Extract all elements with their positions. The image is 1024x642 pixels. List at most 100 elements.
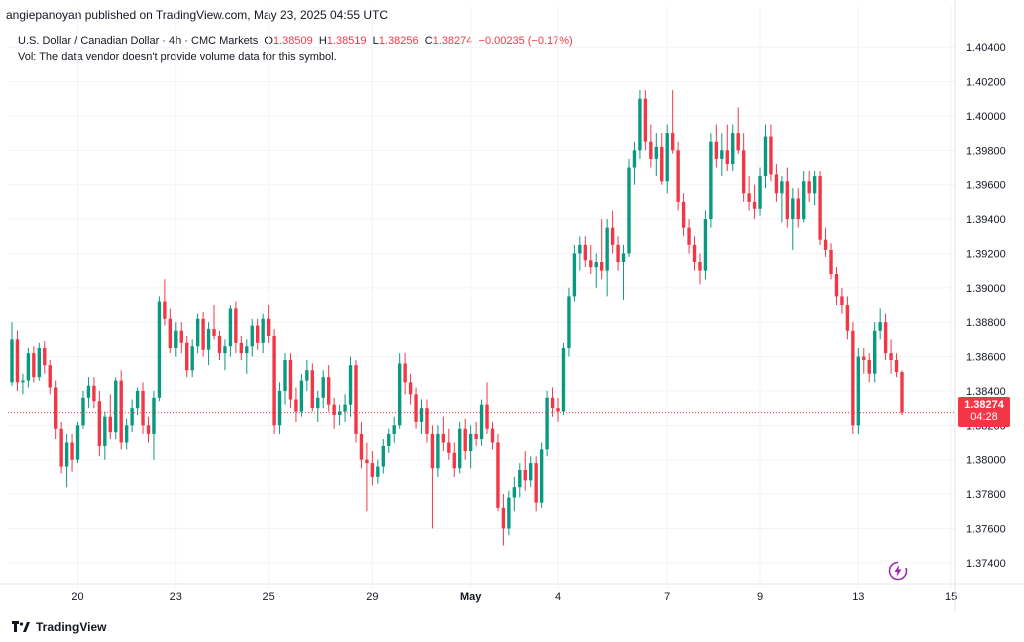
candle-body xyxy=(250,325,254,347)
candle-body xyxy=(108,416,112,433)
candle-body xyxy=(698,262,702,271)
published-line: angiepanoyan published on TradingView.co… xyxy=(6,8,389,22)
candle-body xyxy=(316,397,320,409)
candle-body xyxy=(474,433,478,440)
candle-body xyxy=(720,150,724,159)
candle-body xyxy=(234,308,238,343)
candle-body xyxy=(458,428,462,469)
candle-body xyxy=(736,133,740,151)
candle-body xyxy=(75,425,80,460)
candle-body xyxy=(485,404,489,429)
volume-note: Vol: The data vendor doesn't provide vol… xyxy=(18,51,337,63)
candle-body xyxy=(245,346,249,354)
candle-body xyxy=(326,377,331,405)
candle-body xyxy=(731,133,735,165)
candle-body xyxy=(463,428,467,452)
y-tick-label: 1.38800 xyxy=(966,317,1006,329)
candle-body xyxy=(638,98,642,151)
candle-body xyxy=(86,385,91,398)
candle-body xyxy=(572,253,577,297)
candle-body xyxy=(228,308,233,347)
candle-body xyxy=(152,397,156,434)
y-tick-label: 1.40000 xyxy=(966,111,1006,123)
candle-body xyxy=(867,360,871,374)
candle-body xyxy=(53,387,58,429)
candle-body xyxy=(163,301,167,319)
candle-body xyxy=(725,150,729,165)
y-tick-label: 1.38000 xyxy=(966,455,1006,467)
candle-body xyxy=(851,330,855,426)
y-tick-label: 1.39800 xyxy=(966,145,1006,157)
candle-body xyxy=(59,428,63,467)
close-key: C xyxy=(424,35,433,47)
candle-body xyxy=(654,146,658,159)
y-tick-label: 1.37800 xyxy=(966,489,1006,501)
candle-body xyxy=(299,380,304,412)
candle-body xyxy=(534,463,538,503)
y-tick-label: 1.39600 xyxy=(966,180,1006,192)
candle-body xyxy=(785,181,790,220)
candle-body xyxy=(512,487,517,498)
low-value: 1.38256 xyxy=(378,35,419,47)
candle-body xyxy=(468,433,473,452)
x-tick-label: 25 xyxy=(263,591,275,603)
candle-body xyxy=(376,466,380,477)
candle-body xyxy=(43,347,47,366)
candle-body xyxy=(687,227,691,245)
y-tick-label: 1.39200 xyxy=(966,248,1006,260)
candle-body xyxy=(141,390,145,426)
candle-body xyxy=(48,365,52,388)
flash-icon[interactable] xyxy=(888,561,908,581)
candle-body xyxy=(321,377,325,398)
candle-body xyxy=(681,201,686,228)
candle-body xyxy=(545,397,549,450)
candle-body xyxy=(589,260,593,268)
candle-body xyxy=(266,318,271,336)
x-tick-label: 15 xyxy=(945,591,957,603)
candle-body xyxy=(174,330,178,348)
candle-body xyxy=(818,176,822,240)
candle-body xyxy=(239,342,244,354)
candle-body xyxy=(758,176,762,209)
candle-body xyxy=(479,404,484,440)
candle-body xyxy=(256,325,260,343)
candle-body xyxy=(64,442,69,467)
candle-body xyxy=(97,401,102,446)
candle-body xyxy=(692,244,697,263)
candle-body xyxy=(32,353,36,378)
candle-body xyxy=(348,365,353,405)
candle-body xyxy=(873,330,877,374)
candle-body xyxy=(539,449,544,503)
tradingview-logo-icon[interactable] xyxy=(12,621,30,633)
candle-body xyxy=(862,356,866,360)
candle-body xyxy=(223,346,227,354)
y-tick-label: 1.39400 xyxy=(966,214,1006,226)
candle-body xyxy=(332,404,336,415)
candle-body xyxy=(802,181,806,220)
candle-body xyxy=(414,394,418,422)
candle-body xyxy=(561,347,566,412)
candle-body xyxy=(103,416,107,446)
candle-body xyxy=(185,342,189,371)
candle-body xyxy=(294,399,298,412)
candle-body xyxy=(135,390,140,409)
candle-body xyxy=(769,136,773,175)
x-tick-label: 20 xyxy=(71,591,83,603)
candle-body xyxy=(649,141,653,159)
open-value: 1.38509 xyxy=(272,35,313,47)
candle-body xyxy=(894,360,899,373)
y-tick-label: 1.38400 xyxy=(966,386,1006,398)
tradingview-brand[interactable]: TradingView xyxy=(36,620,107,634)
symbol-name[interactable]: U.S. Dollar / Canadian Dollar · 4h · CMC… xyxy=(18,35,259,47)
close-value: 1.38274 xyxy=(432,35,473,47)
candle-body xyxy=(425,408,429,434)
y-tick-label: 1.38600 xyxy=(966,352,1006,364)
candle-body xyxy=(812,176,817,194)
candle-body xyxy=(436,433,440,469)
candle-body xyxy=(21,380,25,383)
candle-body xyxy=(567,296,571,348)
candle-body xyxy=(714,141,719,159)
candle-body xyxy=(114,380,118,433)
change-value: −0.00235 (−0.17%) xyxy=(478,35,573,47)
